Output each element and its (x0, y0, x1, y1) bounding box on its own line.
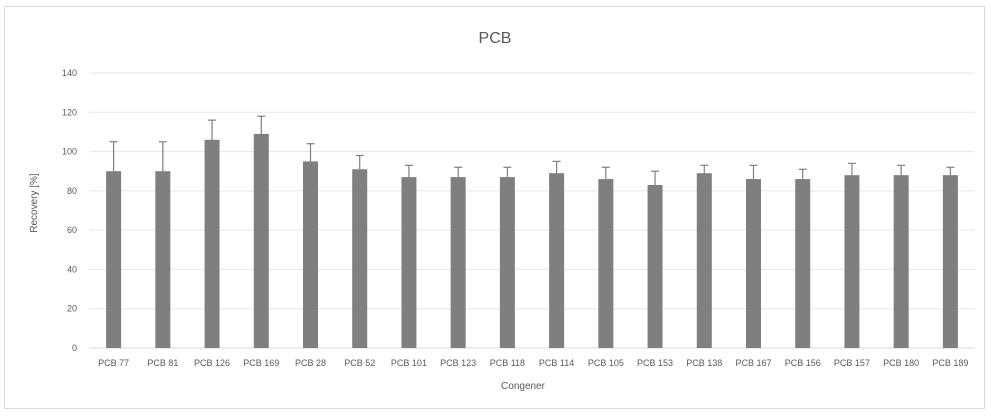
x-tick-label: PCB 105 (588, 358, 624, 368)
bar (450, 177, 466, 348)
bar (401, 177, 417, 348)
x-tick-label: PCB 101 (391, 358, 427, 368)
y-tick-label: 40 (67, 264, 77, 274)
x-tick-label: PCB 138 (686, 358, 722, 368)
bar (106, 171, 122, 348)
y-tick-label: 0 (72, 343, 77, 353)
bar (746, 179, 761, 348)
bar (155, 171, 171, 348)
x-tick-label: PCB 169 (243, 358, 279, 368)
bar (549, 173, 565, 348)
bar (844, 175, 860, 348)
error-bar-layer (109, 115, 955, 185)
y-tick-label: 100 (62, 147, 77, 157)
chart-title: PCB (479, 30, 512, 47)
x-tick-label: PCB 156 (785, 358, 821, 368)
x-tick-label: PCB 180 (883, 358, 919, 368)
bar (893, 175, 909, 348)
grid-layer (89, 72, 975, 349)
x-tick-label: PCB 28 (295, 358, 326, 368)
y-tick-label: 120 (62, 107, 77, 117)
x-tick-label: PCB 52 (344, 358, 375, 368)
bar (303, 161, 318, 348)
x-axis-label: Congener (501, 381, 546, 392)
bar (647, 184, 663, 348)
bar (598, 179, 614, 348)
y-tick-label: 20 (67, 304, 77, 314)
bar (352, 169, 368, 348)
bar-layer (106, 133, 958, 348)
y-axis-label: Recovery [%] (29, 173, 40, 233)
x-tick-label: PCB 157 (834, 358, 870, 368)
x-tick-label: PCB 153 (637, 358, 673, 368)
bar (499, 177, 515, 348)
y-tick-label: 60 (67, 225, 77, 235)
y-tick-label: 140 (62, 68, 77, 78)
bar (942, 175, 958, 348)
x-tick-label: PCB 189 (932, 358, 968, 368)
bar (795, 179, 811, 348)
x-tick-label: PCB 126 (194, 358, 230, 368)
x-tick-label: PCB 123 (440, 358, 476, 368)
tick-layer: 0 20 40 60 80 100 120 140 PCB 77 PCB 81 PCB 126 PCB… (62, 68, 968, 368)
x-tick-label: PCB 167 (735, 358, 771, 368)
y-tick-label: 80 (67, 186, 77, 196)
chart-frame: PCB Recovery [%] Congener 0 20 40 60 80 100 12… (4, 6, 985, 409)
x-tick-label: PCB 81 (147, 358, 178, 368)
bar (696, 173, 712, 348)
x-tick-label: PCB 77 (98, 358, 129, 368)
x-tick-label: PCB 114 (539, 358, 574, 368)
bar (253, 133, 269, 348)
chart-svg: PCB Recovery [%] Congener 0 20 40 60 80 100 12… (29, 30, 975, 392)
x-tick-label: PCB 118 (490, 358, 525, 368)
bar (204, 139, 220, 348)
